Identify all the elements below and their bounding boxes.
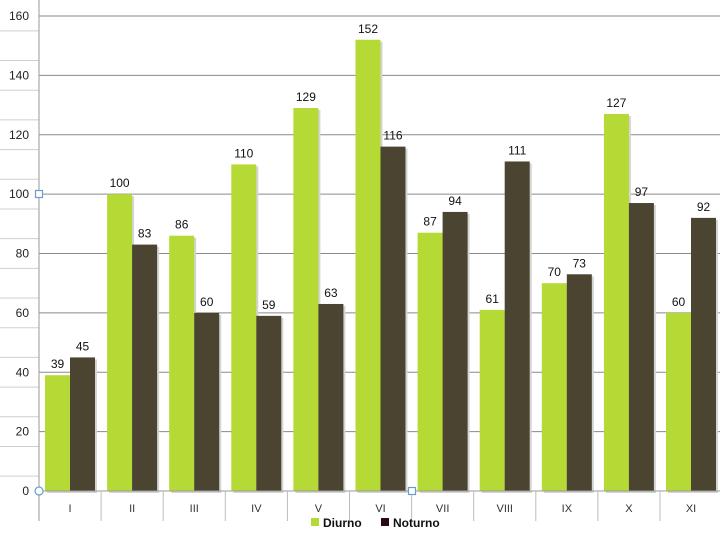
data-label: 70 (548, 265, 562, 279)
bar-diurno (666, 312, 691, 491)
bar-noturno (504, 161, 530, 491)
data-label: 83 (138, 227, 152, 241)
x-tick-label: VIII (496, 503, 513, 515)
data-label: 116 (383, 129, 402, 143)
x-tick-label: II (129, 503, 135, 515)
data-label: 63 (324, 286, 338, 300)
data-label: 60 (200, 295, 214, 309)
data-label: 39 (51, 357, 65, 371)
data-label: 97 (635, 185, 649, 199)
bar-diurno (603, 113, 629, 491)
bar-noturno (691, 217, 716, 491)
legend: Diurno Noturno (311, 516, 440, 530)
legend-label-diurno: Diurno (323, 516, 362, 530)
legend-swatch-diurno (311, 518, 319, 526)
y-tick-label: 0 (22, 484, 29, 498)
y-tick-label: 40 (16, 365, 30, 379)
bar-noturno (70, 357, 95, 491)
bar-noturno (380, 146, 406, 491)
y-tick-label: 100 (9, 187, 29, 201)
resize-handle[interactable] (34, 486, 44, 496)
data-label: 129 (296, 90, 316, 104)
x-tick-label: IV (251, 503, 262, 515)
resize-handle[interactable] (34, 189, 44, 199)
x-tick-label: IX (562, 503, 573, 515)
data-label: 127 (606, 96, 626, 110)
legend-label-noturno: Noturno (393, 516, 440, 530)
data-label: 45 (76, 339, 90, 353)
y-axis: 0 20 40 60 80 100 120 140 160 (9, 0, 40, 521)
data-label: 86 (175, 218, 189, 232)
data-label: 100 (110, 176, 130, 190)
data-label: 92 (697, 200, 711, 214)
x-tick-label: III (190, 503, 199, 515)
bar-noturno (442, 211, 468, 491)
bar-noturno (256, 315, 282, 491)
bar-diurno (355, 39, 381, 491)
y-tick-label: 60 (16, 306, 30, 320)
bar-noturno (194, 312, 220, 491)
legend-swatch-noturno (381, 518, 389, 526)
x-tick-label: VII (436, 503, 449, 515)
y-tick-label: 80 (16, 247, 30, 261)
bar-diurno (107, 194, 133, 491)
bar-diurno (169, 235, 195, 491)
bar-noturno (628, 203, 654, 491)
bar-noturno (132, 244, 158, 491)
data-label: 60 (672, 295, 686, 309)
x-tick-label: X (625, 503, 633, 515)
x-tick-label: I (69, 503, 72, 515)
bars: 39 45 100 83 86 60 110 59 129 63 152 116 87 94 61 111 70… (45, 22, 718, 493)
bar-diurno (231, 164, 257, 491)
bar-diurno (45, 375, 70, 491)
x-tick-label: V (315, 503, 323, 515)
x-tick-label: XI (686, 503, 696, 515)
data-label: 61 (486, 292, 500, 306)
data-label: 94 (448, 194, 462, 208)
bar-diurno (293, 108, 319, 491)
data-label: 110 (234, 146, 253, 160)
y-tick-label: 120 (9, 128, 29, 142)
y-tick-label: 140 (9, 68, 29, 82)
data-label: 59 (262, 298, 276, 312)
y-tick-label: 20 (16, 425, 30, 439)
bar-diurno (479, 309, 505, 491)
bar-noturno (318, 303, 344, 491)
data-label: 111 (508, 143, 527, 157)
x-axis: I II III IV V VI VII VIII IX X XI (34, 189, 720, 521)
y-tick-label: 160 (9, 9, 29, 23)
data-label: 152 (358, 22, 378, 36)
x-tick-label: VI (375, 503, 385, 515)
bar-diurno (541, 283, 567, 491)
resize-handle[interactable] (407, 486, 417, 496)
bar-noturno (566, 274, 592, 491)
data-label: 87 (423, 215, 437, 229)
bar-diurno (417, 232, 443, 491)
data-label: 73 (573, 256, 587, 270)
